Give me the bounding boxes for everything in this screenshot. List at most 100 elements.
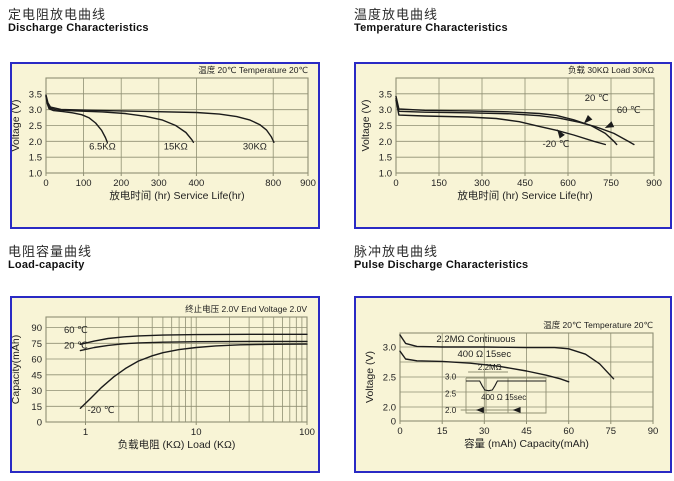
section-title-cn-temperature: 温度放电曲线 — [354, 7, 439, 22]
series-label: 2.2MΩ Continuous — [436, 334, 515, 345]
x-tick-label: 0 — [393, 178, 398, 189]
x-tick-label: 300 — [151, 178, 167, 189]
x-tick-label: 15 — [437, 426, 448, 437]
x-tick-label: 200 — [113, 178, 129, 189]
y-tick-label: 3.5 — [379, 89, 392, 100]
inset-label: 2.0 — [445, 406, 457, 415]
y-tick-label: 1.5 — [29, 153, 42, 164]
plot-annotation: 负载 30KΩ Load 30KΩ — [568, 65, 654, 75]
section-title-en-discharge: Discharge Characteristics — [8, 22, 149, 34]
series-curve-15KΩ — [45, 95, 195, 144]
x-tick-label: 600 — [560, 178, 576, 189]
x-axis-label: 容量 (mAh) Capacity(mAh) — [464, 437, 589, 450]
x-tick-label: 75 — [606, 426, 617, 437]
series-label: -20 ℃ — [87, 405, 114, 416]
x-tick-label: 150 — [431, 178, 447, 189]
series-label: -20 ℃ — [542, 139, 569, 150]
y-tick-label: 3.0 — [29, 105, 42, 116]
y-tick-label: 2.5 — [29, 121, 42, 132]
section-title-en-temperature: Temperature Characteristics — [354, 22, 508, 34]
x-tick-label: 900 — [646, 178, 662, 189]
x-tick-label: 45 — [521, 426, 532, 437]
temperature-characteristics-panel: 负载 30KΩ Load 30KΩ 0 150 300 450 600 750 900 3.5 3… — [354, 62, 672, 229]
y-tick-label: 90 — [31, 323, 42, 334]
x-tick-label: 30 — [479, 426, 490, 437]
x-axis-label: 放电时间 (hr) Service Life(hr) — [109, 189, 244, 202]
x-tick-label: 0 — [397, 426, 402, 437]
x-tick-label: 1 — [83, 427, 88, 438]
section-title-en-pulse: Pulse Discharge Characteristics — [354, 259, 529, 271]
section-title-cn-discharge: 定电阻放电曲线 — [8, 7, 107, 22]
series-label: 30KΩ — [243, 141, 267, 152]
x-tick-label: 10 — [191, 427, 202, 438]
x-tick-label: 60 — [563, 426, 574, 437]
y-tick-label: 15 — [31, 402, 42, 413]
y-tick-label: 3.0 — [379, 105, 392, 116]
series-curve--20℃ — [79, 343, 308, 410]
y-tick-label: 2.0 — [379, 137, 392, 148]
series-label: 6.5KΩ — [89, 141, 116, 152]
series-label: 20 ℃ — [585, 93, 609, 104]
discharge-characteristics-panel: 温度 20℃ Temperature 20℃ 0 100 200 300 400 800 90… — [10, 62, 320, 229]
section-title-cn-load-capacity: 电阻容量曲线 — [8, 244, 93, 259]
y-tick-label: 30 — [31, 386, 42, 397]
y-tick-label: 75 — [31, 339, 42, 350]
plot-annotation: 终止电压 2.0V End Voltage 2.0V — [185, 304, 307, 314]
series-label: 60 ℃ — [64, 325, 88, 336]
series-curve--20℃ — [395, 99, 607, 146]
section-title-en-load-capacity: Load-capacity — [8, 259, 85, 271]
series-label: 20 ℃ — [64, 341, 88, 352]
inset-label: 3.0 — [445, 373, 457, 382]
x-tick-label: 90 — [648, 426, 659, 437]
y-tick-label: 1.5 — [379, 153, 392, 164]
x-axis-label: 放电时间 (hr) Service Life(hr) — [457, 189, 592, 202]
arrow-marker — [604, 121, 615, 128]
x-tick-label: 400 — [188, 178, 204, 189]
y-tick-label: 0 — [37, 418, 42, 429]
y-tick-label: 2.5 — [379, 121, 392, 132]
inset-label: 2.5 — [445, 389, 457, 398]
pulse-discharge-panel: 温度 20℃ Temperature 20℃ 0 15 30 45 60 75 90 3.0 2.… — [354, 296, 672, 473]
x-tick-label: 450 — [517, 178, 533, 189]
x-tick-label: 0 — [43, 178, 48, 189]
series-label: 15KΩ — [164, 141, 188, 152]
plot-frame — [45, 316, 308, 423]
inset-line — [465, 377, 547, 414]
plot-annotation: 温度 20℃ Temperature 20℃ — [543, 320, 653, 330]
arrow-marker — [557, 129, 565, 139]
x-tick-label: 750 — [603, 178, 619, 189]
arrow-marker — [583, 114, 593, 124]
series-curve-6.5KΩ — [45, 95, 109, 144]
y-tick-label: 2.0 — [29, 137, 42, 148]
x-tick-label: 100 — [299, 427, 315, 438]
plot-annotation: 温度 20℃ Temperature 20℃ — [198, 65, 308, 75]
x-tick-label: 300 — [474, 178, 490, 189]
x-tick-label: 800 — [265, 178, 281, 189]
inset-label: 2.2MΩ — [478, 363, 502, 372]
series-curve-30KΩ — [45, 94, 275, 144]
y-tick-label: 3.5 — [29, 89, 42, 100]
series-curve-60℃ — [395, 97, 635, 146]
x-tick-label: 900 — [300, 178, 316, 189]
series-curve-20℃ — [395, 95, 618, 146]
x-tick-label: 100 — [76, 178, 92, 189]
y-tick-label: 60 — [31, 355, 42, 366]
pulse-discharge-chart: 温度 20℃ Temperature 20℃ 0 15 30 45 60 75 90 3.0 2.… — [364, 320, 659, 450]
y-tick-label: 0 — [391, 417, 396, 428]
y-axis-label: Voltage (V) — [360, 100, 372, 152]
y-tick-label: 45 — [31, 370, 42, 381]
inset-pulse-arrow — [475, 407, 484, 413]
y-tick-label: 2.0 — [383, 403, 396, 414]
y-tick-label: 1.0 — [29, 169, 42, 180]
series-curve-400Ω 15sec — [399, 350, 570, 383]
discharge-characteristics-chart: 温度 20℃ Temperature 20℃ 0 100 200 300 400 800 90… — [12, 65, 316, 202]
temperature-characteristics-chart: 负载 30KΩ Load 30KΩ 0 150 300 450 600 750 900 3.5 3… — [360, 65, 662, 202]
y-tick-label: 3.0 — [383, 343, 396, 354]
series-curve-2.2MΩ Continuous — [399, 334, 615, 380]
series-curve-20℃ — [79, 340, 308, 352]
x-axis-label: 负载电阻 (KΩ) Load (KΩ) — [118, 438, 236, 451]
y-axis-label: Voltage (V) — [364, 351, 376, 403]
load-capacity-chart: 终止电压 2.0V End Voltage 2.0V1 10 10090756045… — [12, 304, 315, 451]
series-label: 60 ℃ — [617, 105, 641, 116]
